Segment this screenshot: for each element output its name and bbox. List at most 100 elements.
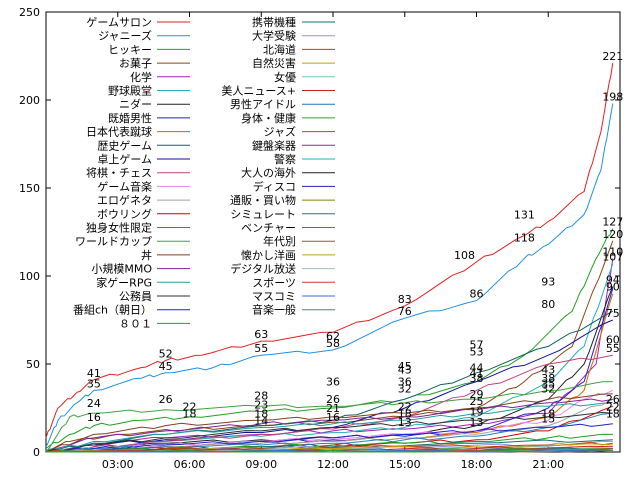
legend-label: 警察 — [274, 152, 296, 166]
legend-label: 通販・買い物 — [230, 193, 296, 207]
legend-item: 自然災害 — [252, 56, 335, 70]
legend-label: 卓上ゲーム — [97, 153, 152, 166]
series-line — [45, 402, 613, 453]
data-label: 15 — [541, 413, 555, 426]
x-tick-label: 06:00 — [174, 458, 206, 471]
legend-label: ワールドカップ — [75, 235, 152, 248]
legend-label: ８０１ — [119, 317, 152, 330]
legend-item: 北海道 — [263, 42, 335, 56]
legend-label: 大人の海外 — [241, 166, 296, 180]
legend-label: 野球殿堂 — [108, 84, 152, 98]
legend-item: 携帯機種 — [252, 15, 335, 29]
data-label: 36 — [398, 376, 412, 389]
x-tick-label: 18:00 — [461, 458, 493, 471]
data-label: 83 — [398, 293, 412, 306]
x-tick-label: 21:00 — [532, 458, 564, 471]
legend-item: ニダー — [119, 97, 190, 111]
legend-label: スポーツ — [252, 276, 296, 289]
legend-label: 年代別 — [263, 234, 296, 248]
legend-label: ゲーム音楽 — [97, 179, 152, 193]
legend-label: 化学 — [130, 70, 152, 84]
y-tick-label: 100 — [19, 270, 40, 283]
data-label: 22 — [398, 400, 412, 413]
legend-label: 懐かし洋画 — [241, 248, 296, 262]
legend-item: ジャニーズ — [98, 29, 190, 43]
legend-item: ヒッキー — [108, 43, 190, 56]
legend-item: ベンチャー — [241, 222, 335, 235]
data-label: 58 — [326, 337, 340, 350]
data-label: 13 — [470, 416, 484, 429]
legend-item: 大人の海外 — [241, 166, 335, 180]
legend-item: 男性アイドル — [230, 97, 335, 111]
series-line — [46, 240, 614, 451]
legend-item: 家ゲーRPG — [96, 275, 190, 289]
data-label: 26 — [606, 393, 620, 406]
legend-item: マスコミ — [252, 290, 335, 303]
legend-item: 化学 — [130, 70, 190, 84]
data-label: 55 — [254, 342, 268, 355]
data-label: 41 — [87, 367, 101, 380]
legend-item: 大学受験 — [252, 29, 335, 43]
data-label: 18 — [606, 407, 620, 420]
data-label: 19 — [470, 406, 484, 419]
data-label: 18 — [541, 407, 555, 420]
data-label: 14 — [254, 414, 268, 427]
y-tick-label: 200 — [19, 94, 40, 107]
data-label: 221 — [602, 50, 623, 63]
data-label: 53 — [470, 346, 484, 359]
x-axis: 03:00 06:00 09:00 12:00 15:00 18:00 21:00 — [102, 12, 564, 471]
data-label: 63 — [254, 328, 268, 341]
data-label: 18 — [183, 407, 197, 420]
x-tick-label: 15:00 — [389, 458, 421, 471]
legend-item: 公務員 — [119, 289, 190, 303]
data-label: 36 — [326, 376, 340, 389]
data-label: 86 — [470, 288, 484, 301]
legend-item: 年代別 — [263, 234, 335, 248]
legend-label: ジャニーズ — [98, 29, 152, 43]
data-label: 41 — [470, 367, 484, 380]
y-tick-label: 250 — [19, 6, 40, 19]
series-line — [46, 448, 613, 453]
data-label: 80 — [541, 298, 555, 311]
legend-item: 番組ch（朝日） — [73, 304, 190, 317]
data-label: 22 — [606, 400, 620, 413]
legend-item: 音楽一般 — [252, 303, 335, 317]
series-line — [45, 393, 613, 453]
legend-item: 丼 — [141, 249, 190, 262]
data-label: 18 — [398, 407, 412, 420]
legend-item: 通販・買い物 — [230, 193, 335, 207]
data-label: 76 — [398, 305, 412, 318]
legend-item: 警察 — [274, 152, 335, 166]
data-label: 90 — [606, 281, 620, 294]
legend-label: 独身女性限定 — [86, 221, 152, 235]
data-label: 35 — [87, 377, 101, 390]
data-label: 127 — [602, 215, 623, 228]
data-label: 21 — [326, 402, 340, 415]
data-label: 120 — [602, 228, 623, 241]
data-label: 55 — [606, 342, 620, 355]
legend-item: 日本代表蹴球 — [86, 125, 190, 139]
data-label: 32 — [541, 383, 555, 396]
legend-item: 既婚男性 — [108, 111, 190, 125]
legend-label: 鍵盤楽器 — [252, 138, 296, 152]
legend-label: シミュレート — [230, 208, 296, 221]
legend-item: デジタル放送 — [230, 262, 335, 276]
legend-label: 自然災害 — [252, 56, 296, 70]
data-label: 52 — [159, 347, 173, 360]
data-label: 118 — [514, 231, 535, 244]
data-label: 16 — [326, 411, 340, 424]
data-label: 60 — [606, 333, 620, 346]
legend-item: スポーツ — [252, 276, 335, 289]
legend-item: 鍵盤楽器 — [252, 138, 335, 152]
legend-item: 将棋・チェス — [86, 166, 190, 180]
data-label: 28 — [254, 390, 268, 403]
series-line — [46, 439, 613, 453]
legend-label: 北海道 — [263, 42, 296, 56]
data-label: 26 — [326, 393, 340, 406]
legend-item: 懐かし洋画 — [241, 248, 335, 262]
legend-item: 美人ニュース+ — [221, 85, 335, 98]
legend-label: 家ゲーRPG — [96, 275, 152, 289]
legend: ゲームサロンジャニーズヒッキーお菓子化学野球殿堂ニダー既婚男性日本代表蹴球歴史ゲ… — [73, 15, 335, 330]
data-label: 25 — [470, 395, 484, 408]
